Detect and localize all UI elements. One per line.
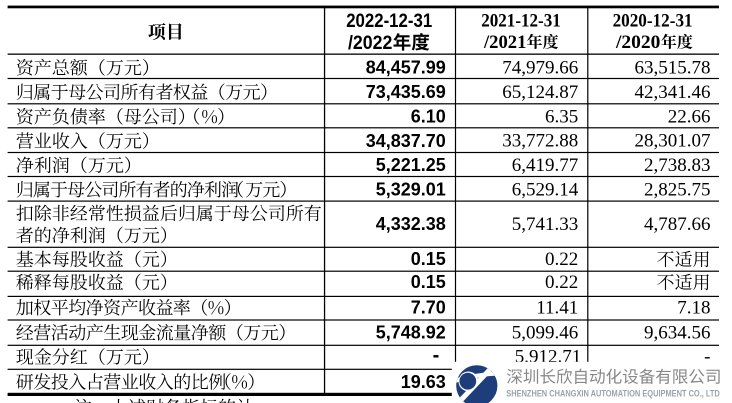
svg-text:2,738.83: 2,738.83: [644, 155, 711, 176]
svg-text:2022-12-31: 2022-12-31: [346, 11, 432, 32]
svg-text:28,301.07: 28,301.07: [635, 131, 711, 152]
svg-text:5,329.01: 5,329.01: [376, 180, 446, 200]
svg-text:63,515.78: 63,515.78: [635, 57, 711, 78]
svg-text:6,529.14: 6,529.14: [512, 179, 579, 200]
svg-text:2020-12-31: 2020-12-31: [613, 11, 693, 32]
svg-text:42,341.46: 42,341.46: [635, 82, 711, 103]
svg-text:5,741.33: 5,741.33: [512, 214, 579, 235]
svg-text:7.18: 7.18: [677, 297, 710, 318]
svg-text:/2020: /2020: [615, 32, 660, 53]
svg-text:SHENZHEN CHANGXIN AUTOMATION E: SHENZHEN CHANGXIN AUTOMATION EQUIPMENT C…: [506, 388, 720, 398]
svg-text:/2021: /2021: [483, 32, 526, 53]
svg-text:6,419.77: 6,419.77: [512, 155, 579, 176]
svg-text:4,787.66: 4,787.66: [644, 214, 711, 235]
svg-text:0.15: 0.15: [411, 249, 446, 269]
svg-text:0.15: 0.15: [411, 272, 446, 292]
svg-text:0.22: 0.22: [545, 272, 578, 293]
svg-text:22.66: 22.66: [668, 106, 711, 127]
svg-text:34,837.70: 34,837.70: [366, 131, 446, 151]
svg-text:/2022: /2022: [348, 33, 392, 54]
svg-text:33,772.88: 33,772.88: [502, 131, 578, 152]
svg-text:5,099.46: 5,099.46: [512, 322, 579, 343]
svg-text:5,748.92: 5,748.92: [376, 323, 446, 343]
svg-text:0.22: 0.22: [545, 249, 578, 270]
svg-text:4,332.38: 4,332.38: [376, 214, 446, 234]
svg-text:2021-12-31: 2021-12-31: [481, 11, 561, 32]
svg-text:5,221.25: 5,221.25: [376, 155, 446, 175]
svg-text:-: -: [704, 347, 710, 368]
svg-text:19.63: 19.63: [401, 372, 446, 392]
svg-text:84,457.99: 84,457.99: [366, 58, 446, 78]
svg-text:-: -: [433, 345, 440, 367]
svg-text:7.70: 7.70: [411, 298, 446, 318]
svg-text:9,634.56: 9,634.56: [644, 322, 711, 343]
svg-text:74,979.66: 74,979.66: [502, 57, 578, 78]
svg-text:6.10: 6.10: [411, 107, 446, 127]
svg-text:65,124.87: 65,124.87: [502, 82, 578, 103]
svg-text:2,825.75: 2,825.75: [644, 179, 711, 200]
svg-text:11.41: 11.41: [536, 297, 578, 318]
svg-text:6.35: 6.35: [545, 106, 578, 127]
svg-text:73,435.69: 73,435.69: [366, 82, 446, 102]
